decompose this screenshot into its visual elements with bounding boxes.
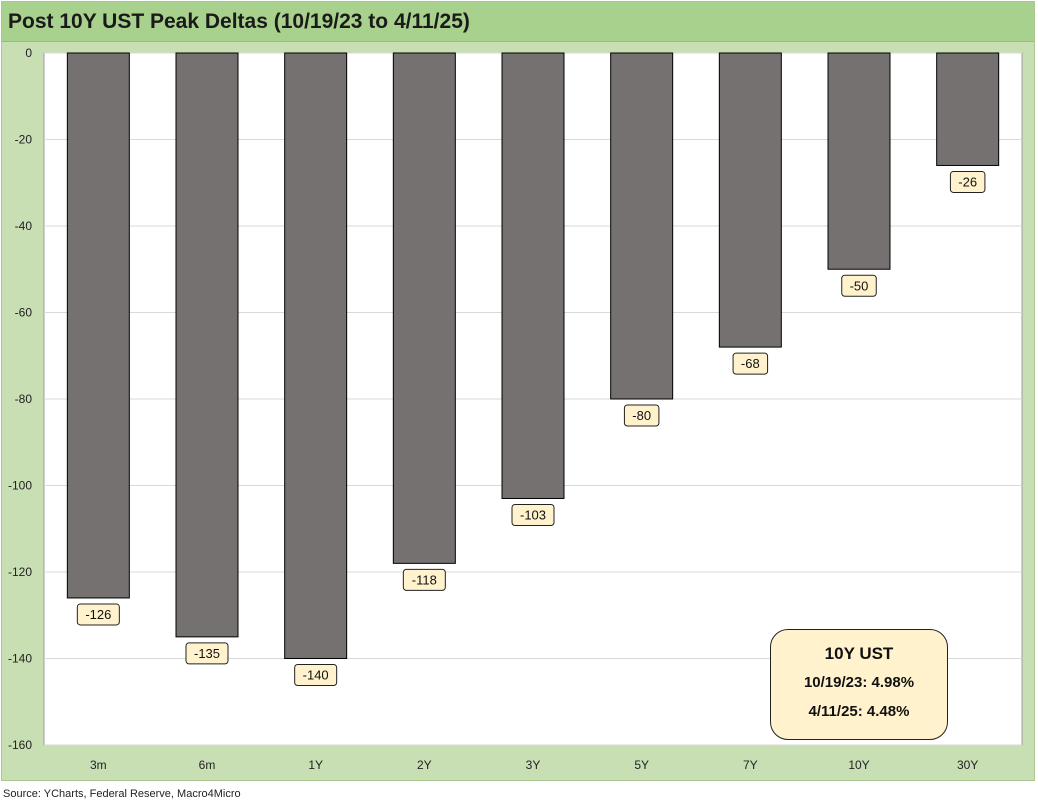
data-label: -68 — [741, 356, 760, 371]
info-box: 10Y UST 10/19/23: 4.98% 4/11/25: 4.48% — [770, 629, 948, 740]
y-tick-label: -80 — [15, 392, 33, 406]
bar — [936, 52, 1000, 166]
data-label-box — [623, 404, 660, 427]
data-label-box — [949, 170, 986, 193]
bar — [66, 52, 130, 599]
source-note: Source: YCharts, Federal Reserve, Macro4… — [3, 788, 241, 800]
bar — [718, 52, 782, 348]
title-bar: Post 10Y UST Peak Deltas (10/19/23 to 4/… — [2, 2, 1034, 42]
data-label-box — [841, 274, 877, 297]
data-label: -26 — [958, 174, 977, 189]
y-tick-label: -160 — [8, 738, 32, 752]
x-tick-label: 7Y — [743, 758, 758, 772]
y-tick-label: -140 — [8, 652, 32, 666]
data-label: -126 — [85, 607, 111, 622]
y-tick-label: -40 — [15, 219, 33, 233]
data-label-box — [294, 664, 338, 686]
info-box-title: 10Y UST — [824, 644, 894, 663]
bar — [175, 52, 239, 638]
data-labels: -126 -135 -140 -118 -103 -80 -68 -50 -26 — [76, 170, 986, 686]
x-tick-label: 30Y — [957, 758, 978, 772]
bars — [66, 52, 1000, 659]
data-label-box — [76, 603, 120, 626]
y-tick-label: -60 — [15, 306, 33, 320]
data-label: -103 — [520, 507, 546, 522]
data-label: -140 — [303, 668, 329, 683]
bar — [501, 52, 565, 499]
bar — [610, 52, 674, 400]
x-tick-label: 1Y — [308, 758, 323, 772]
x-tick-label: 6m — [199, 758, 216, 772]
bar — [284, 52, 348, 659]
y-tick-label: -120 — [8, 565, 32, 579]
x-tick-label: 3Y — [526, 758, 541, 772]
y-axis-ticks: 0 -20 -40 -60 -80 -100 -120 -140 -160 — [8, 46, 32, 752]
x-tick-label: 5Y — [634, 758, 649, 772]
bar — [392, 52, 456, 564]
x-tick-label: 10Y — [848, 758, 869, 772]
data-label: -118 — [412, 572, 437, 587]
x-axis-ticks: 3m 6m 1Y 2Y 3Y 5Y 7Y 10Y 30Y — [90, 758, 978, 772]
data-label-box — [402, 568, 446, 591]
data-label: -50 — [850, 278, 869, 293]
chart-title: Post 10Y UST Peak Deltas (10/19/23 to 4/… — [8, 10, 470, 33]
data-label-box — [732, 352, 769, 375]
y-tick-label: 0 — [25, 46, 32, 60]
x-tick-label: 2Y — [417, 758, 432, 772]
info-box-line-1: 10/19/23: 4.98% — [803, 674, 915, 691]
bar — [827, 52, 891, 270]
y-tick-label: -100 — [8, 479, 32, 493]
data-label-box — [185, 642, 229, 665]
y-tick-label: -20 — [15, 133, 33, 147]
data-label: -80 — [632, 408, 651, 423]
data-label-box — [511, 503, 555, 526]
data-label: -135 — [194, 646, 220, 661]
info-box-line-2: 4/11/25: 4.48% — [808, 703, 910, 720]
x-tick-label: 3m — [90, 758, 107, 772]
